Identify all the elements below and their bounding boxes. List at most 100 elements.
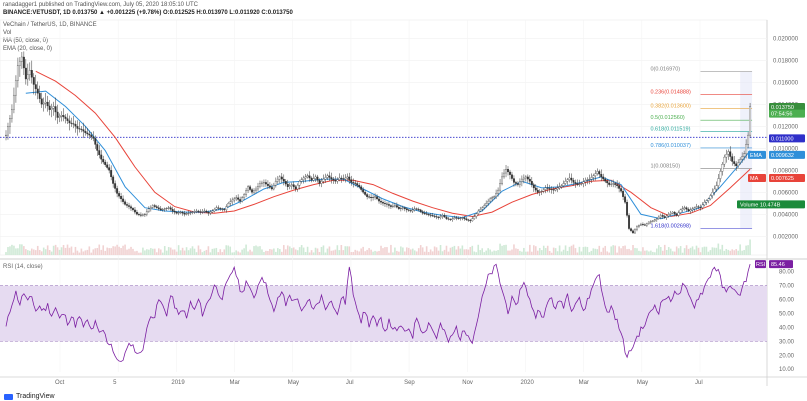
volume-bar xyxy=(652,251,654,255)
candle-body xyxy=(622,191,625,197)
publish-line: ranadagger1 published on TradingView.com… xyxy=(3,2,199,8)
candle-body xyxy=(653,219,656,222)
volume-bar xyxy=(378,250,380,255)
volume-bar xyxy=(249,249,251,255)
volume-bar xyxy=(56,247,59,255)
volume-tag-box xyxy=(737,200,805,209)
volume-bar xyxy=(36,245,39,255)
candle-body xyxy=(707,198,710,201)
volume-bar xyxy=(60,247,63,255)
volume-bar xyxy=(62,244,65,255)
volume-bar xyxy=(515,248,517,255)
volume-bar xyxy=(346,246,349,255)
candle-body xyxy=(713,188,716,193)
volume-bar xyxy=(542,245,545,255)
volume-bar xyxy=(534,246,537,255)
candle-body xyxy=(435,216,438,218)
candle-body xyxy=(499,183,502,191)
candle-body xyxy=(578,183,581,185)
volume-bar xyxy=(138,252,140,255)
volume-bar xyxy=(231,252,233,255)
volume-bar xyxy=(316,248,319,255)
volume-bar xyxy=(173,249,176,255)
candle-body xyxy=(501,176,504,184)
candle-body xyxy=(507,169,509,173)
candle-body xyxy=(318,180,321,184)
candle-body xyxy=(455,217,458,219)
fib-level-label: 0.786(0.010037) xyxy=(650,143,691,149)
candle-body xyxy=(544,187,547,190)
volume-bar xyxy=(429,249,432,255)
volume-bar xyxy=(261,249,263,255)
volume-bar xyxy=(126,249,128,255)
candle-body xyxy=(584,180,587,182)
volume-bar xyxy=(298,247,301,255)
candle-body xyxy=(241,197,244,202)
rsi-tick-label: 40.00 xyxy=(779,325,795,331)
volume-bar xyxy=(451,246,454,255)
volume-bar xyxy=(296,250,299,255)
candle-body xyxy=(715,185,718,190)
volume-bar xyxy=(511,249,513,255)
volume-bar xyxy=(169,247,172,255)
candle-body xyxy=(362,189,365,193)
candle-body xyxy=(191,211,194,213)
candle-body xyxy=(201,211,204,213)
price-tag-box xyxy=(769,109,805,118)
volume-bar xyxy=(124,244,126,255)
volume-bar xyxy=(217,252,220,255)
indicator-label-box xyxy=(748,174,766,182)
volume-bar xyxy=(431,251,434,255)
volume-bar xyxy=(733,250,736,255)
candle-body xyxy=(699,206,702,208)
volume-bar xyxy=(709,250,712,255)
volume-bar xyxy=(473,251,476,255)
tradingview-brand[interactable]: TradingView xyxy=(4,393,55,400)
volume-bar xyxy=(525,251,527,255)
volume-bar xyxy=(64,247,67,255)
time-tick-label: 2019 xyxy=(171,380,185,386)
candle-body xyxy=(389,205,392,207)
volume-bar xyxy=(683,248,686,255)
volume-bar xyxy=(185,247,188,255)
candle-body xyxy=(626,202,629,216)
candle-body xyxy=(185,213,188,215)
volume-bar xyxy=(415,251,418,255)
volume-bar xyxy=(263,252,265,255)
candle-body xyxy=(187,213,190,214)
volume-bar xyxy=(435,247,438,255)
rsi-band xyxy=(0,285,767,342)
candle-body xyxy=(253,190,255,193)
volume-bar xyxy=(211,248,214,255)
volume-bar xyxy=(336,245,339,255)
volume-bar xyxy=(104,250,107,255)
candle-body xyxy=(102,159,105,163)
volume-bar xyxy=(602,247,605,255)
price-tag-text: 0.011000 xyxy=(771,136,794,142)
candle-body xyxy=(68,120,71,124)
volume-bar xyxy=(554,248,557,255)
candle-body xyxy=(28,70,31,75)
candle-body xyxy=(78,128,81,130)
volume-bar xyxy=(195,252,198,255)
candle-body xyxy=(386,203,388,205)
candle-body xyxy=(5,134,7,136)
candle-body xyxy=(175,211,178,214)
candle-body xyxy=(606,181,609,184)
candle-body xyxy=(257,186,259,190)
volume-bar xyxy=(360,248,362,255)
candle-body xyxy=(100,154,103,160)
candle-body xyxy=(598,171,601,175)
price-tick-label: 0.004000 xyxy=(773,212,799,218)
volume-bar xyxy=(723,250,726,255)
volume-bar xyxy=(388,252,390,255)
candle-body xyxy=(290,184,293,186)
candle-body xyxy=(90,134,93,137)
symbol-line: BINANCE:VETUSDT, 1D 0.013750 ▲ +0.001225… xyxy=(3,10,293,16)
volume-bar xyxy=(457,246,460,255)
volume-bar xyxy=(70,246,73,255)
candle-body xyxy=(703,202,706,206)
volume-bar xyxy=(130,246,132,255)
candle-body xyxy=(727,151,730,155)
